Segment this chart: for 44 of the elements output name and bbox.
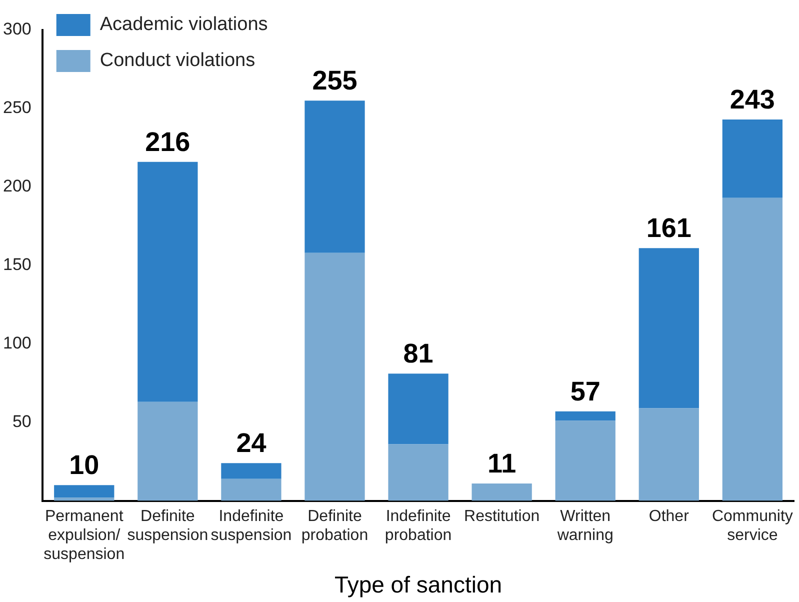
x-tick-label: Permanent expulsion/ suspension [44, 508, 125, 564]
legend-label: Conduct violations [100, 50, 256, 72]
x-tick-label: Indefinite suspension [210, 508, 292, 544]
bar [221, 463, 282, 479]
y-tick-label: 150 [2, 255, 32, 274]
bar [555, 411, 616, 421]
total-label: 57 [570, 376, 600, 406]
total-label: 11 [488, 448, 516, 478]
x-tick-label: Definite probation [301, 508, 368, 544]
y-tick-label: 250 [2, 98, 32, 118]
bar [555, 420, 616, 501]
x-tick-label: Written warning [556, 508, 614, 544]
total-label: 81 [403, 338, 434, 369]
total-label: 216 [145, 126, 190, 157]
bar [304, 100, 365, 253]
x-tick-label: Community service [712, 508, 793, 544]
x-tick-label: Definite suspension [127, 508, 208, 544]
bar [388, 374, 448, 444]
bar [638, 248, 699, 408]
total-label: 10 [69, 450, 100, 480]
y-tick-label: 50 [12, 412, 32, 432]
bar [54, 485, 114, 498]
x-axis-title: Type of sanction [334, 572, 502, 598]
bar [388, 444, 448, 501]
y-tick-label: 300 [2, 20, 32, 39]
total-label: 243 [730, 84, 775, 114]
y-tick-label: 200 [2, 176, 32, 196]
bar [722, 198, 783, 501]
bar [638, 408, 699, 501]
bar [138, 402, 198, 501]
bar [54, 498, 114, 501]
x-tick-label: Indefinite probation [384, 508, 452, 544]
bar [221, 478, 282, 501]
total-label: 24 [236, 428, 266, 458]
bar [138, 162, 198, 402]
bar [472, 484, 532, 501]
y-tick-label: 100 [2, 334, 32, 353]
legend-label: Academic violations [100, 14, 268, 36]
bar [722, 119, 783, 198]
x-tick-label: Restitution [464, 508, 540, 525]
total-label: 161 [646, 213, 692, 244]
bar [304, 252, 365, 501]
x-tick-label: Other [648, 508, 690, 525]
total-label: 255 [312, 66, 358, 96]
